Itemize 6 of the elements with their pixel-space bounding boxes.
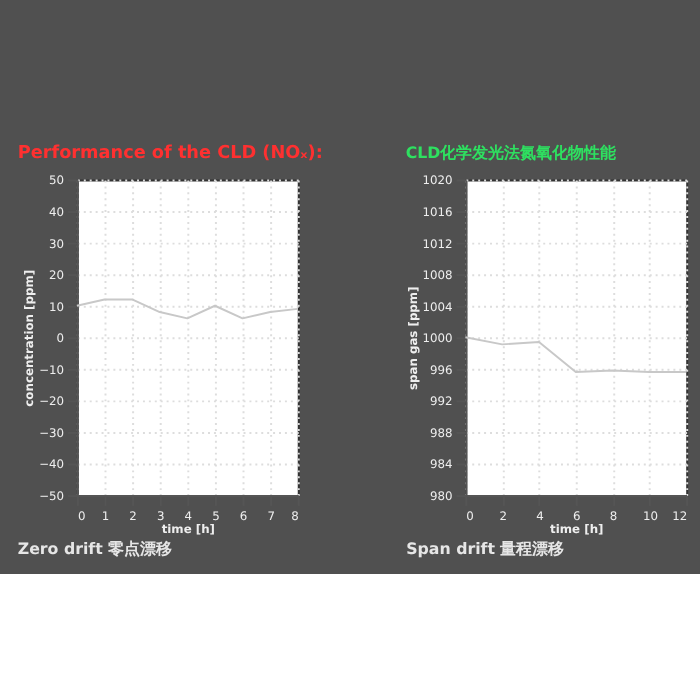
chart-title: CLD化学发光法氮氧化物性能: [405, 143, 619, 162]
line-series: [464, 336, 688, 373]
chart-title: Performance of the CLD (NOₓ):: [17, 143, 323, 164]
text: Span drift 量程漂移: [406, 540, 565, 559]
text: Zero drift 零点漂移: [17, 540, 173, 559]
line-series: [75, 298, 299, 320]
